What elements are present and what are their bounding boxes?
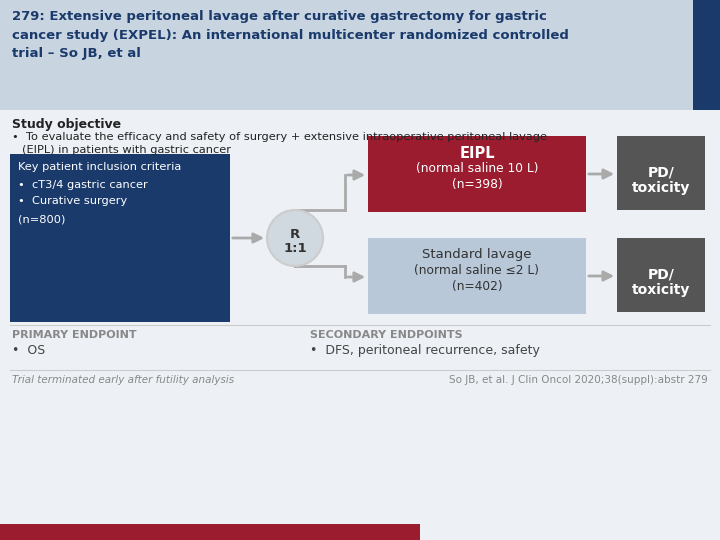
Circle shape xyxy=(267,210,323,266)
FancyBboxPatch shape xyxy=(0,0,720,110)
FancyBboxPatch shape xyxy=(368,136,586,212)
Text: 1:1: 1:1 xyxy=(283,242,307,255)
Text: Trial terminated early after futility analysis: Trial terminated early after futility an… xyxy=(12,375,234,385)
Text: •  cT3/4 gastric cancer: • cT3/4 gastric cancer xyxy=(18,180,148,190)
Text: (n=398): (n=398) xyxy=(451,178,503,191)
Text: (n=402): (n=402) xyxy=(451,280,503,293)
FancyBboxPatch shape xyxy=(617,238,705,312)
FancyBboxPatch shape xyxy=(617,136,705,210)
Text: PRIMARY ENDPOINT: PRIMARY ENDPOINT xyxy=(12,330,137,340)
Text: EIPL: EIPL xyxy=(459,146,495,161)
Text: •  Curative surgery: • Curative surgery xyxy=(18,196,127,206)
Text: (normal saline ≤2 L): (normal saline ≤2 L) xyxy=(415,264,539,277)
FancyBboxPatch shape xyxy=(10,154,230,322)
Text: So JB, et al. J Clin Oncol 2020;38(suppl):abstr 279: So JB, et al. J Clin Oncol 2020;38(suppl… xyxy=(449,375,708,385)
Text: (EIPL) in patients with gastric cancer: (EIPL) in patients with gastric cancer xyxy=(22,145,231,155)
FancyBboxPatch shape xyxy=(0,110,720,540)
Text: Key patient inclusion criteria: Key patient inclusion criteria xyxy=(18,162,181,172)
Text: PD/: PD/ xyxy=(647,165,675,179)
Text: Standard lavage: Standard lavage xyxy=(422,248,532,261)
Text: Study objective: Study objective xyxy=(12,118,121,131)
Text: SECONDARY ENDPOINTS: SECONDARY ENDPOINTS xyxy=(310,330,463,340)
Text: (normal saline 10 L): (normal saline 10 L) xyxy=(415,162,539,175)
FancyBboxPatch shape xyxy=(0,524,420,540)
Text: •  OS: • OS xyxy=(12,344,45,357)
Text: PD/: PD/ xyxy=(647,267,675,281)
FancyBboxPatch shape xyxy=(693,0,720,110)
Text: toxicity: toxicity xyxy=(632,283,690,297)
Text: (n=800): (n=800) xyxy=(18,214,66,224)
Text: toxicity: toxicity xyxy=(632,181,690,195)
Text: 279: Extensive peritoneal lavage after curative gastrectomy for gastric
cancer s: 279: Extensive peritoneal lavage after c… xyxy=(12,10,569,60)
Text: R: R xyxy=(290,228,300,241)
Text: •  DFS, peritoneal recurrence, safety: • DFS, peritoneal recurrence, safety xyxy=(310,344,540,357)
Text: •  To evaluate the efficacy and safety of surgery + extensive intraoperative per: • To evaluate the efficacy and safety of… xyxy=(12,132,547,142)
FancyBboxPatch shape xyxy=(368,238,586,314)
